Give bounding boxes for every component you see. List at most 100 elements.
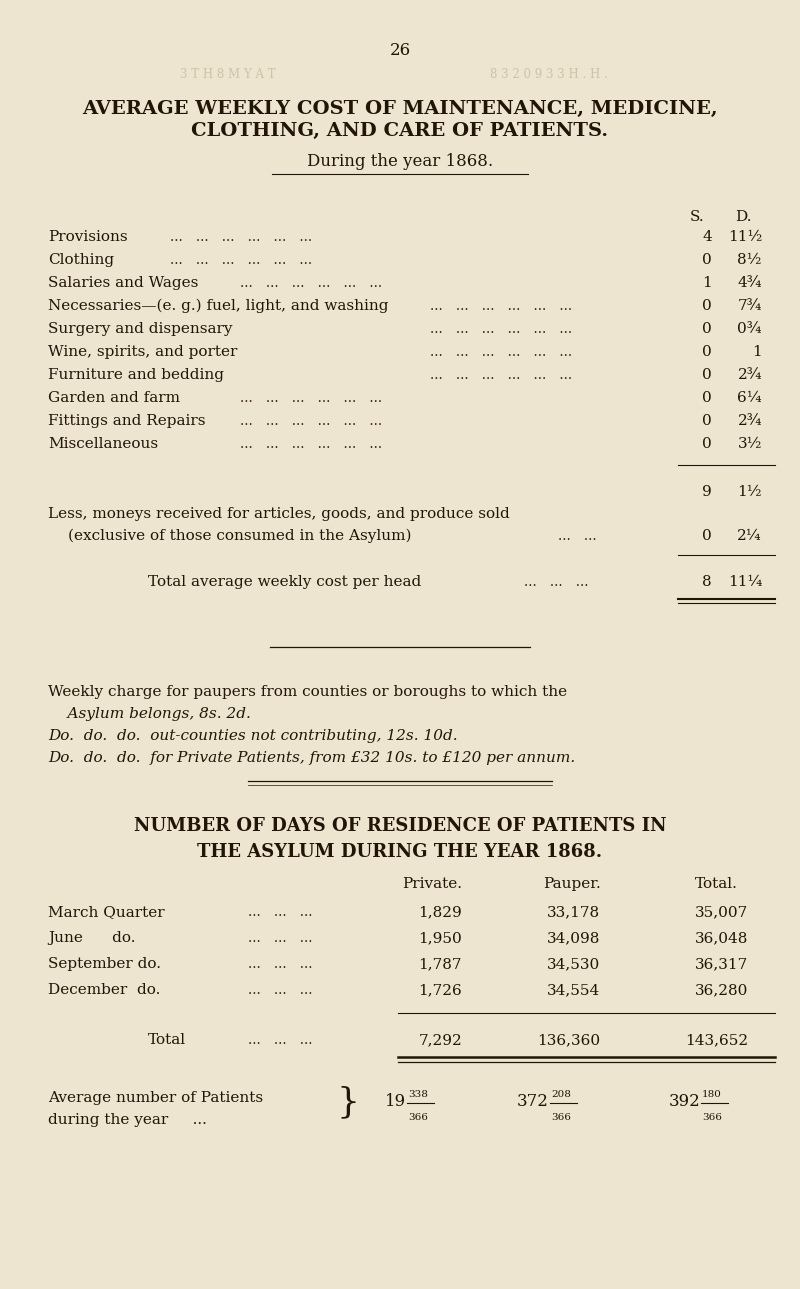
- Text: Weekly charge for paupers from counties or boroughs to which the: Weekly charge for paupers from counties …: [48, 684, 567, 699]
- Text: Total: Total: [148, 1032, 186, 1047]
- Text: 11¼: 11¼: [728, 575, 762, 589]
- Text: 338: 338: [408, 1090, 428, 1100]
- Text: NUMBER OF DAYS OF RESIDENCE OF PATIENTS IN: NUMBER OF DAYS OF RESIDENCE OF PATIENTS …: [134, 817, 666, 835]
- Text: 0: 0: [702, 367, 712, 382]
- Text: 2¾: 2¾: [738, 414, 762, 428]
- Text: S.: S.: [690, 210, 705, 224]
- Text: 0¾: 0¾: [738, 322, 762, 336]
- Text: 0: 0: [702, 391, 712, 405]
- Text: December  do.: December do.: [48, 984, 160, 996]
- Text: ...   ...: ... ...: [558, 528, 597, 543]
- Text: 34,098: 34,098: [546, 931, 600, 945]
- Text: 11½: 11½: [728, 229, 762, 244]
- Text: THE ASYLUM DURING THE YEAR 1868.: THE ASYLUM DURING THE YEAR 1868.: [198, 843, 602, 861]
- Text: }: }: [336, 1085, 359, 1119]
- Text: 6¼: 6¼: [738, 391, 762, 405]
- Text: 26: 26: [390, 43, 410, 59]
- Text: Wine, spirits, and porter: Wine, spirits, and porter: [48, 345, 238, 360]
- Text: 1,787: 1,787: [418, 956, 462, 971]
- Text: 35,007: 35,007: [694, 905, 748, 919]
- Text: 0: 0: [702, 437, 712, 451]
- Text: 36,317: 36,317: [694, 956, 748, 971]
- Text: 2¼: 2¼: [738, 528, 762, 543]
- Text: ...   ...   ...   ...   ...   ...: ... ... ... ... ... ...: [240, 437, 382, 451]
- Text: CLOTHING, AND CARE OF PATIENTS.: CLOTHING, AND CARE OF PATIENTS.: [191, 122, 609, 141]
- Text: 8: 8: [702, 575, 712, 589]
- Text: (exclusive of those consumed in the Asylum): (exclusive of those consumed in the Asyl…: [68, 528, 411, 544]
- Text: ...   ...   ...   ...   ...   ...: ... ... ... ... ... ...: [430, 367, 572, 382]
- Text: 4¾: 4¾: [738, 276, 762, 290]
- Text: 366: 366: [702, 1112, 722, 1121]
- Text: 34,530: 34,530: [546, 956, 600, 971]
- Text: 2¾: 2¾: [738, 367, 762, 382]
- Text: 36,048: 36,048: [694, 931, 748, 945]
- Text: Fittings and Repairs: Fittings and Repairs: [48, 414, 206, 428]
- Text: 0: 0: [702, 299, 712, 313]
- Text: Pauper.: Pauper.: [543, 877, 601, 891]
- Text: March Quarter: March Quarter: [48, 905, 165, 919]
- Text: ...   ...   ...: ... ... ...: [248, 905, 313, 919]
- Text: Do.  do.  do.  for Private Patients, from £32 10s. to £120 per annum.: Do. do. do. for Private Patients, from £…: [48, 751, 575, 764]
- Text: 366: 366: [551, 1112, 571, 1121]
- Text: 1: 1: [752, 345, 762, 360]
- Text: 1: 1: [702, 276, 712, 290]
- Text: 0: 0: [702, 322, 712, 336]
- Text: 33,178: 33,178: [547, 905, 600, 919]
- Text: 1,950: 1,950: [418, 931, 462, 945]
- Text: ...   ...   ...: ... ... ...: [248, 984, 313, 996]
- Text: during the year     ...: during the year ...: [48, 1112, 207, 1127]
- Text: ...   ...   ...   ...   ...   ...: ... ... ... ... ... ...: [430, 322, 572, 336]
- Text: 0: 0: [702, 414, 712, 428]
- Text: 143,652: 143,652: [685, 1032, 748, 1047]
- Text: ...   ...   ...: ... ... ...: [248, 956, 313, 971]
- Text: 9: 9: [702, 485, 712, 499]
- Text: Less, moneys received for articles, goods, and produce sold: Less, moneys received for articles, good…: [48, 507, 510, 521]
- Text: 1,726: 1,726: [418, 984, 462, 996]
- Text: Total.: Total.: [694, 877, 738, 891]
- Text: Do.  do.  do.  out-counties not contributing, 12s. 10d.: Do. do. do. out-counties not contributin…: [48, 730, 458, 742]
- Text: 7,292: 7,292: [418, 1032, 462, 1047]
- Text: ...   ...   ...   ...   ...   ...: ... ... ... ... ... ...: [240, 414, 382, 428]
- Text: 136,360: 136,360: [537, 1032, 600, 1047]
- Text: D.: D.: [735, 210, 751, 224]
- Text: 0: 0: [702, 253, 712, 267]
- Text: September do.: September do.: [48, 956, 161, 971]
- Text: Provisions: Provisions: [48, 229, 128, 244]
- Text: Surgery and dispensary: Surgery and dispensary: [48, 322, 233, 336]
- Text: Total average weekly cost per head: Total average weekly cost per head: [148, 575, 422, 589]
- Text: 392: 392: [668, 1093, 700, 1110]
- Text: 1,829: 1,829: [418, 905, 462, 919]
- Text: 0: 0: [702, 345, 712, 360]
- Text: 19: 19: [385, 1093, 406, 1110]
- Text: Average number of Patients: Average number of Patients: [48, 1090, 263, 1105]
- Text: 7¾: 7¾: [738, 299, 762, 313]
- Text: Private.: Private.: [402, 877, 462, 891]
- Text: ...   ...   ...   ...   ...   ...: ... ... ... ... ... ...: [170, 253, 312, 267]
- Text: 36,280: 36,280: [694, 984, 748, 996]
- Text: ...   ...   ...   ...   ...   ...: ... ... ... ... ... ...: [430, 345, 572, 360]
- Text: ...   ...   ...: ... ... ...: [248, 1032, 313, 1047]
- Text: ...   ...   ...   ...   ...   ...: ... ... ... ... ... ...: [240, 391, 382, 405]
- Text: Asylum belongs, 8s. 2d.: Asylum belongs, 8s. 2d.: [48, 706, 251, 721]
- Text: June      do.: June do.: [48, 931, 135, 945]
- Text: 372: 372: [517, 1093, 549, 1110]
- Text: 180: 180: [702, 1090, 722, 1100]
- Text: ...   ...   ...   ...   ...   ...: ... ... ... ... ... ...: [170, 229, 312, 244]
- Text: During the year 1868.: During the year 1868.: [307, 153, 493, 170]
- Text: 366: 366: [408, 1112, 428, 1121]
- Text: Furniture and bedding: Furniture and bedding: [48, 367, 224, 382]
- Text: 4: 4: [702, 229, 712, 244]
- Text: 1½: 1½: [738, 485, 762, 499]
- Text: 34,554: 34,554: [546, 984, 600, 996]
- Text: ...   ...   ...   ...   ...   ...: ... ... ... ... ... ...: [240, 276, 382, 290]
- Text: ...   ...   ...   ...   ...   ...: ... ... ... ... ... ...: [430, 299, 572, 313]
- Text: 3½: 3½: [738, 437, 762, 451]
- Text: 0: 0: [702, 528, 712, 543]
- Text: 208: 208: [551, 1090, 571, 1100]
- Text: Necessaries—(e. g.) fuel, light, and washing: Necessaries—(e. g.) fuel, light, and was…: [48, 299, 389, 313]
- Text: AVERAGE WEEKLY COST OF MAINTENANCE, MEDICINE,: AVERAGE WEEKLY COST OF MAINTENANCE, MEDI…: [82, 101, 718, 119]
- Text: Clothing: Clothing: [48, 253, 114, 267]
- Text: Salaries and Wages: Salaries and Wages: [48, 276, 198, 290]
- Text: 8 3 2 0 9 3 3 H . H .: 8 3 2 0 9 3 3 H . H .: [490, 68, 608, 81]
- Text: Garden and farm: Garden and farm: [48, 391, 180, 405]
